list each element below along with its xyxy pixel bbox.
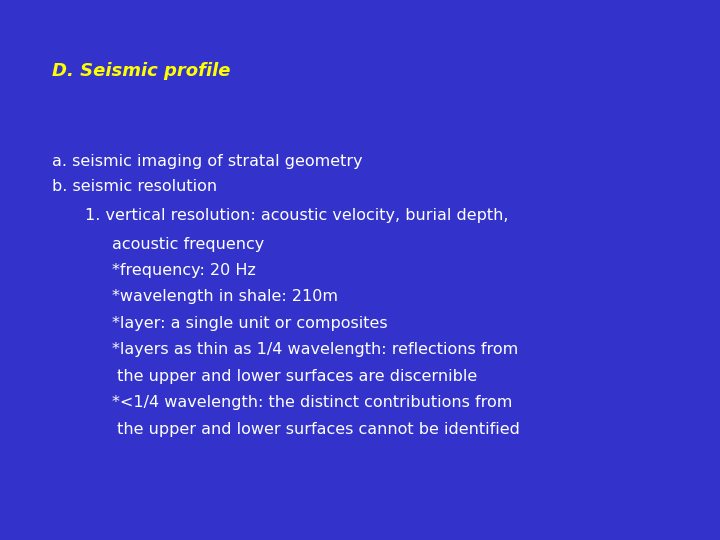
Text: *layer: a single unit or composites: *layer: a single unit or composites <box>112 316 387 331</box>
Text: b. seismic resolution: b. seismic resolution <box>52 179 217 194</box>
Text: *wavelength in shale: 210m: *wavelength in shale: 210m <box>112 289 338 305</box>
Text: *frequency: 20 Hz: *frequency: 20 Hz <box>112 263 256 278</box>
Text: 1. vertical resolution: acoustic velocity, burial depth,: 1. vertical resolution: acoustic velocit… <box>85 208 508 223</box>
Text: D. Seismic profile: D. Seismic profile <box>52 62 230 80</box>
Text: *layers as thin as 1/4 wavelength: reflections from: *layers as thin as 1/4 wavelength: refle… <box>112 342 518 357</box>
Text: the upper and lower surfaces are discernible: the upper and lower surfaces are discern… <box>112 369 477 384</box>
Text: the upper and lower surfaces cannot be identified: the upper and lower surfaces cannot be i… <box>112 422 519 437</box>
Text: *<1/4 wavelength: the distinct contributions from: *<1/4 wavelength: the distinct contribut… <box>112 395 512 410</box>
Text: acoustic frequency: acoustic frequency <box>112 237 264 252</box>
Text: a. seismic imaging of stratal geometry: a. seismic imaging of stratal geometry <box>52 154 362 169</box>
